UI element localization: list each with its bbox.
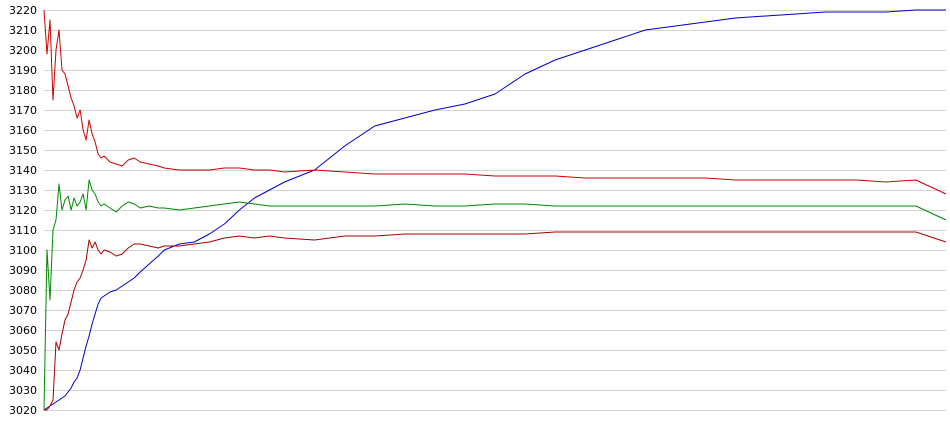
- y-tick-label: 3100: [9, 244, 37, 257]
- y-tick-label: 3130: [9, 184, 37, 197]
- y-tick-label: 3160: [9, 124, 37, 137]
- y-tick-label: 3190: [9, 64, 37, 77]
- gridlines: [44, 10, 946, 411]
- y-tick-label: 3090: [9, 264, 37, 277]
- series-line-1: [43, 9, 946, 411]
- y-tick-label: 3170: [9, 104, 37, 117]
- y-tick-label: 3020: [9, 404, 37, 417]
- y-tick-label: 3110: [9, 224, 37, 237]
- y-tick-label: 3050: [9, 344, 37, 357]
- y-tick-label: 3220: [9, 4, 37, 17]
- y-tick-label: 3120: [9, 204, 37, 217]
- y-axis-ticks: 3220 3210 3200 3190 3180 3170 3160 3150 3140 3130…: [9, 4, 37, 417]
- series-group: [43, 9, 947, 411]
- series-line-2: [43, 9, 947, 195]
- y-tick-label: 3140: [9, 164, 37, 177]
- y-tick-label: 3180: [9, 84, 37, 97]
- y-tick-label: 3060: [9, 324, 37, 337]
- series-line-3: [43, 179, 947, 411]
- y-tick-label: 3040: [9, 364, 37, 377]
- series-line-4: [44, 231, 947, 411]
- y-tick-label: 3150: [9, 144, 37, 157]
- y-tick-label: 3030: [9, 384, 37, 397]
- y-tick-label: 3080: [9, 284, 37, 297]
- y-tick-label: 3200: [9, 44, 37, 57]
- y-tick-label: 3210: [9, 24, 37, 37]
- y-tick-label: 3070: [9, 304, 37, 317]
